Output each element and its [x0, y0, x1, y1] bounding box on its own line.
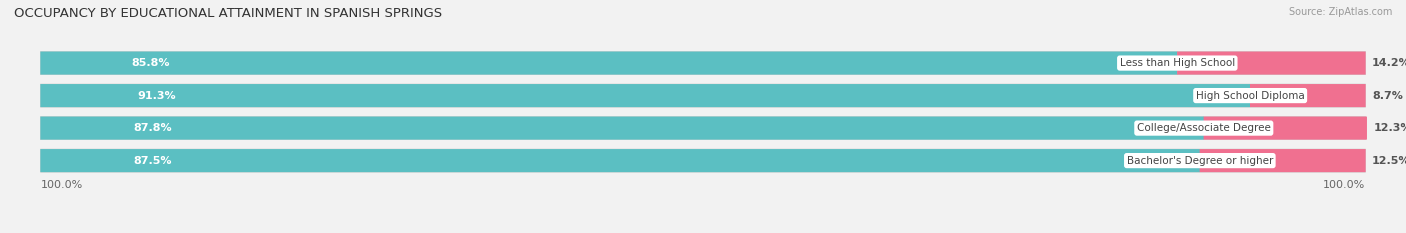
FancyBboxPatch shape: [41, 51, 1177, 75]
Text: 12.3%: 12.3%: [1374, 123, 1406, 133]
FancyBboxPatch shape: [1250, 84, 1365, 107]
Text: Less than High School: Less than High School: [1119, 58, 1234, 68]
FancyBboxPatch shape: [41, 149, 1365, 172]
FancyBboxPatch shape: [41, 116, 1365, 140]
Text: OCCUPANCY BY EDUCATIONAL ATTAINMENT IN SPANISH SPRINGS: OCCUPANCY BY EDUCATIONAL ATTAINMENT IN S…: [14, 7, 441, 20]
Text: 12.5%: 12.5%: [1372, 156, 1406, 166]
FancyBboxPatch shape: [41, 116, 1204, 140]
Text: Source: ZipAtlas.com: Source: ZipAtlas.com: [1288, 7, 1392, 17]
Text: 87.5%: 87.5%: [134, 156, 172, 166]
FancyBboxPatch shape: [41, 149, 1201, 172]
FancyBboxPatch shape: [41, 84, 1250, 107]
FancyBboxPatch shape: [1204, 116, 1367, 140]
Text: 14.2%: 14.2%: [1372, 58, 1406, 68]
FancyBboxPatch shape: [41, 51, 1365, 75]
Text: 8.7%: 8.7%: [1372, 91, 1403, 101]
Text: 100.0%: 100.0%: [1323, 180, 1365, 190]
Text: 91.3%: 91.3%: [138, 91, 176, 101]
FancyBboxPatch shape: [1177, 51, 1365, 75]
Text: High School Diploma: High School Diploma: [1195, 91, 1305, 101]
FancyBboxPatch shape: [1199, 149, 1365, 172]
Text: College/Associate Degree: College/Associate Degree: [1137, 123, 1271, 133]
FancyBboxPatch shape: [41, 84, 1365, 107]
Text: Bachelor's Degree or higher: Bachelor's Degree or higher: [1126, 156, 1272, 166]
Text: 87.8%: 87.8%: [134, 123, 173, 133]
Text: 100.0%: 100.0%: [41, 180, 83, 190]
Text: 85.8%: 85.8%: [132, 58, 170, 68]
